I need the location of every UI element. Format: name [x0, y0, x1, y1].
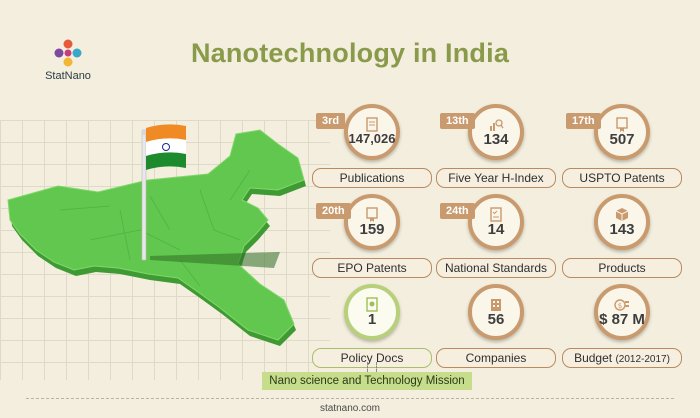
- statnano-logo-icon: [54, 39, 82, 67]
- stat-budget: $ $ 87 M Budget (2012-2017): [562, 284, 682, 374]
- stat-value: 14: [487, 221, 505, 238]
- stat-label: USPTO Patents: [562, 168, 682, 188]
- stat-circle: 1: [344, 284, 400, 340]
- money-icon: $: [614, 299, 629, 311]
- chart-magnifier-icon: [490, 119, 504, 131]
- rank-badge: 13th: [440, 113, 475, 129]
- stat-policy-docs: 1 Policy Docs: [312, 284, 432, 374]
- stat-value: 143: [609, 221, 635, 238]
- stat-circle: 507: [594, 104, 650, 160]
- stat-circle: 143: [594, 194, 650, 250]
- page-title: Nanotechnology in India: [190, 38, 510, 68]
- stat-label: EPO Patents: [312, 258, 432, 278]
- india-map: [7, 124, 306, 346]
- stat-label-text: Budget: [574, 351, 613, 365]
- stat-epo-patents: 159 20th EPO Patents: [312, 194, 432, 284]
- svg-text:$: $: [618, 302, 622, 310]
- stat-value: 1: [367, 311, 377, 328]
- checklist-icon: [490, 207, 502, 222]
- statnano-logo: StatNano: [38, 38, 98, 82]
- stat-value: 134: [483, 131, 509, 148]
- stat-label: Budget (2012-2017): [562, 348, 682, 368]
- logo-text: StatNano: [45, 70, 91, 82]
- footer-divider: [26, 398, 674, 399]
- box-icon: [615, 208, 629, 221]
- stat-h-index: 134 13th Five Year H-Index: [436, 104, 556, 194]
- stat-label: Companies: [436, 348, 556, 368]
- stat-circle: 147,026: [344, 104, 400, 160]
- stat-uspto-patents: 507 17th USPTO Patents: [562, 104, 682, 194]
- stat-companies: 56 Companies: [436, 284, 556, 374]
- stat-circle: 134: [468, 104, 524, 160]
- footer-link[interactable]: statnano.com: [319, 403, 381, 414]
- rank-badge: 3rd: [316, 113, 346, 129]
- stat-label-suffix: (2012-2017): [615, 354, 670, 365]
- stat-value: 507: [609, 131, 635, 148]
- stat-label: Products: [562, 258, 682, 278]
- stat-circle: 159: [344, 194, 400, 250]
- stat-circle: 14: [468, 194, 524, 250]
- patent-certificate-icon: [366, 207, 378, 222]
- stat-value: $ 87 M: [599, 311, 645, 328]
- stat-national-standards: 14 24th National Standards: [436, 194, 556, 284]
- mission-connector: [367, 362, 377, 372]
- mission-banner: Nano science and Technology Mission: [262, 372, 472, 390]
- building-icon: [491, 299, 501, 311]
- stat-value: 56: [487, 311, 505, 328]
- document-icon: [366, 117, 378, 132]
- rank-badge: 24th: [440, 203, 475, 219]
- stat-label: Publications: [312, 168, 432, 188]
- stat-products: 143 Products: [562, 194, 682, 284]
- stat-publications: 147,026 3rd Publications: [312, 104, 432, 194]
- stat-label: National Standards: [436, 258, 556, 278]
- stat-circle: 56: [468, 284, 524, 340]
- policy-document-icon: [366, 297, 378, 312]
- stat-circle: $ $ 87 M: [594, 284, 650, 340]
- patent-certificate-icon: [616, 117, 628, 132]
- rank-badge: 17th: [566, 113, 601, 129]
- stat-label: Five Year H-Index: [436, 168, 556, 188]
- rank-badge: 20th: [316, 203, 351, 219]
- stat-label: Policy Docs: [312, 348, 432, 368]
- stat-value: 159: [359, 221, 385, 238]
- stat-value: 147,026: [348, 131, 396, 146]
